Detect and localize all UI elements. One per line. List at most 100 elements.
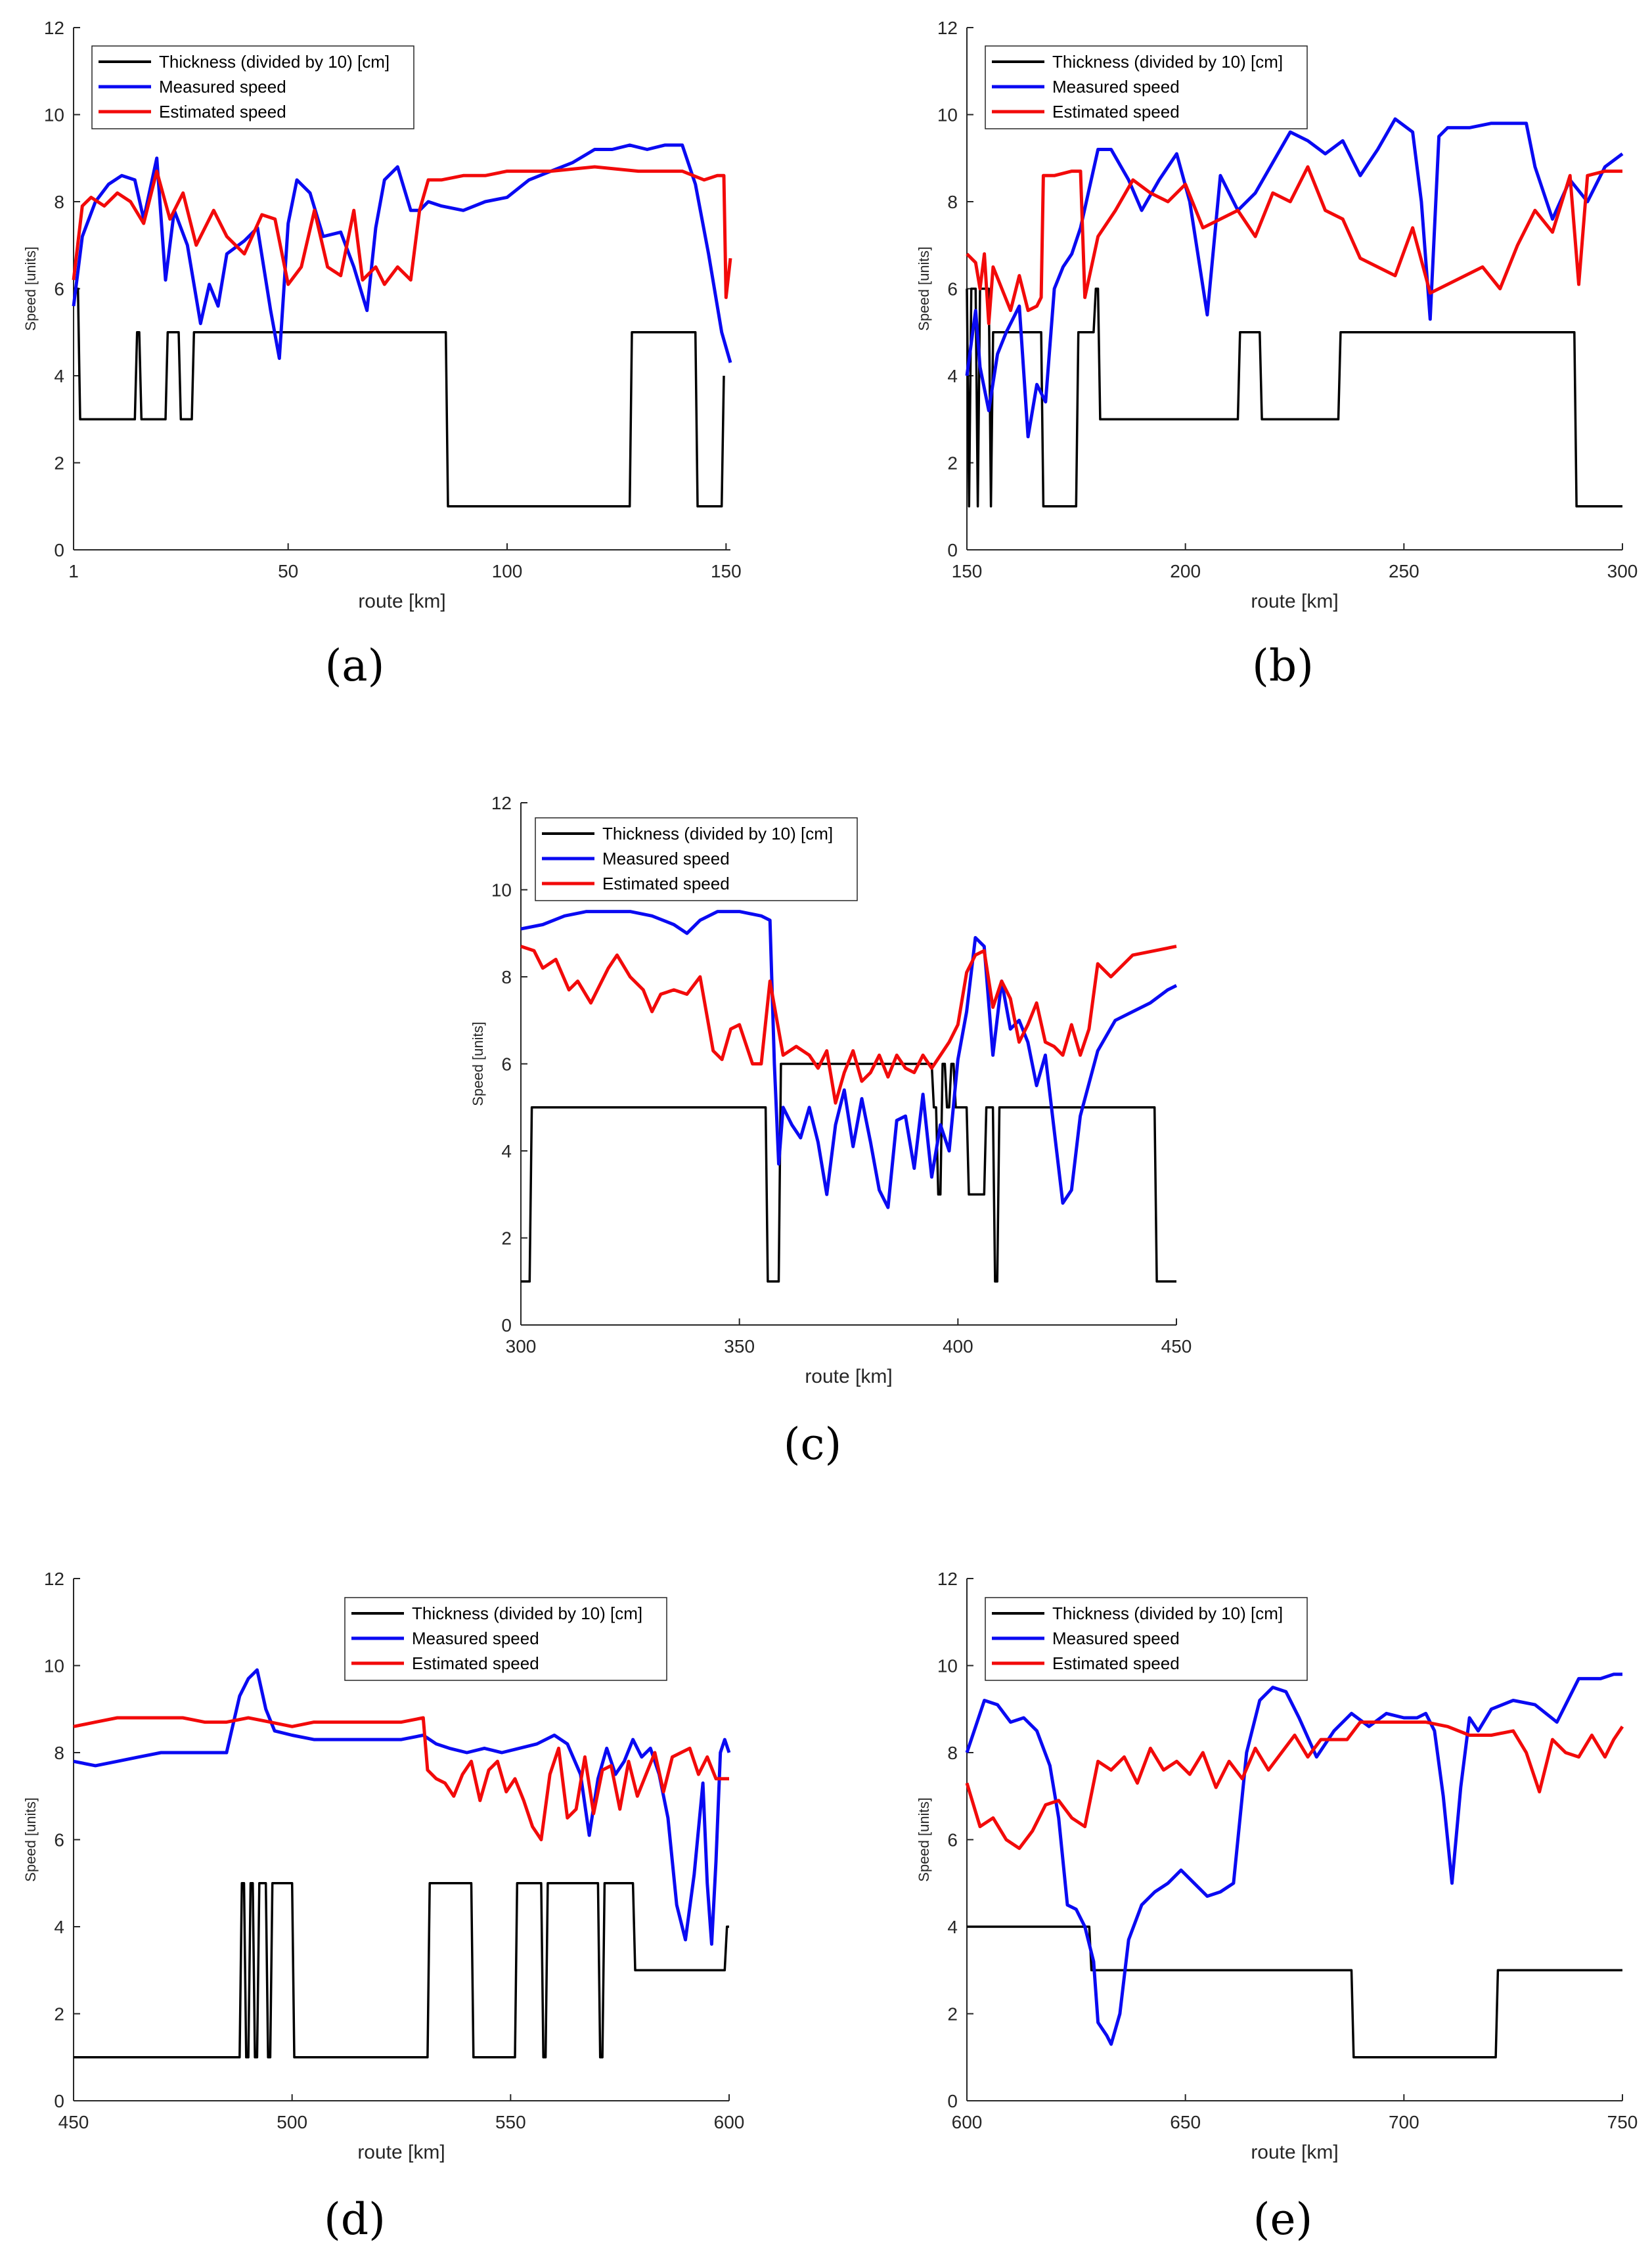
x-tick-label: 150 <box>711 561 742 581</box>
y-tick-label: 10 <box>44 105 64 125</box>
legend-label-measured: Measured speed <box>412 1628 539 1648</box>
series-thickness <box>521 1062 1176 1283</box>
y-tick-label: 8 <box>947 1743 958 1763</box>
y-tick-label: 0 <box>947 540 958 560</box>
x-tick-label: 350 <box>724 1336 755 1357</box>
caption-c: (c) <box>783 1419 842 1469</box>
caption-d: (d) <box>324 2194 386 2245</box>
x-tick-label: 750 <box>1607 2112 1638 2132</box>
legend-label-thickness: Thickness (divided by 10) [cm] <box>1052 52 1283 72</box>
legend-label-thickness: Thickness (divided by 10) [cm] <box>159 52 390 72</box>
y-tick-label: 8 <box>947 192 958 212</box>
y-tick-label: 8 <box>54 1743 64 1763</box>
y-tick-label: 10 <box>937 105 958 125</box>
chart-b: 0 2 4 6 8 10 12 150 200 250 300 route [km] Speed [un… <box>916 18 1638 612</box>
series-estimated <box>966 165 1622 325</box>
chart-d: 0 2 4 6 8 10 12 450 500 550 600 route [km] Speed [un… <box>22 1569 744 2163</box>
x-tick-label: 450 <box>1161 1336 1192 1357</box>
series-estimated <box>73 1716 729 1841</box>
legend-label-measured: Measured speed <box>159 77 286 97</box>
y-tick-label: 8 <box>54 192 64 212</box>
y-tick-label: 2 <box>947 453 958 474</box>
series-thickness <box>74 287 725 508</box>
y-tick-label: 4 <box>947 366 958 386</box>
series-estimated <box>520 945 1177 1105</box>
y-tick-label: 2 <box>947 2004 958 2025</box>
series-estimated <box>965 1720 1624 1850</box>
y-tick-label: 4 <box>54 1917 64 1937</box>
x-tick-label: 500 <box>277 2112 307 2132</box>
legend-label-estimated: Estimated speed <box>1052 102 1180 122</box>
series-measured <box>520 910 1178 1209</box>
series-thickness <box>966 287 1622 508</box>
legend: Thickness (divided by 10) [cm] Measured s… <box>985 1597 1308 1681</box>
y-axis-label: Speed [units] <box>22 246 39 330</box>
caption-e: (e) <box>1253 2194 1313 2245</box>
y-tick-label: 10 <box>937 1656 958 1676</box>
y-tick-label: 2 <box>501 1228 512 1249</box>
x-tick-label: 250 <box>1389 561 1419 581</box>
y-tick-label: 0 <box>54 540 64 560</box>
y-tick-label: 6 <box>947 279 958 300</box>
y-axis-label: Speed [units] <box>916 246 932 330</box>
series-measured <box>73 1668 731 1946</box>
legend-label-thickness: Thickness (divided by 10) [cm] <box>602 824 833 843</box>
y-tick-label: 4 <box>947 1917 958 1937</box>
x-axis-label: route [km] <box>1251 591 1338 612</box>
x-tick-label: 200 <box>1170 561 1201 581</box>
x-tick-label: 400 <box>943 1336 973 1357</box>
series-measured <box>965 1672 1622 2046</box>
y-axis-label: Speed [units] <box>916 1797 932 1881</box>
chart-e: 0 2 4 6 8 10 12 600 650 700 750 route [km] Speed [un… <box>916 1569 1638 2163</box>
chart-c: 0 2 4 6 8 10 12 300 350 400 450 route [km] Speed [un… <box>470 793 1192 1387</box>
x-tick-label: 600 <box>714 2112 745 2132</box>
legend-label-thickness: Thickness (divided by 10) [cm] <box>1052 1603 1283 1623</box>
caption-a: (a) <box>324 640 385 691</box>
legend: Thickness (divided by 10) [cm] Measured s… <box>535 817 858 901</box>
x-axis-label: route [km] <box>357 2142 445 2163</box>
y-tick-label: 8 <box>501 967 512 987</box>
x-tick-label: 1 <box>68 561 79 581</box>
y-tick-label: 12 <box>491 793 512 813</box>
y-tick-label: 10 <box>44 1656 64 1676</box>
legend-label-estimated: Estimated speed <box>159 102 286 122</box>
series-measured <box>965 117 1624 439</box>
y-tick-label: 0 <box>54 2091 64 2111</box>
legend-label-thickness: Thickness (divided by 10) [cm] <box>412 1603 642 1623</box>
y-tick-label: 12 <box>937 1569 958 1589</box>
x-tick-label: 600 <box>952 2112 983 2132</box>
y-tick-label: 4 <box>54 366 64 386</box>
y-tick-label: 6 <box>54 1830 64 1850</box>
y-axis-label: Speed [units] <box>470 1021 486 1106</box>
x-tick-label: 300 <box>506 1336 537 1357</box>
legend-label-measured: Measured speed <box>1052 1628 1180 1648</box>
y-axis-label: Speed [units] <box>22 1797 39 1881</box>
x-axis-label: route [km] <box>358 591 445 612</box>
series-measured <box>72 143 732 363</box>
series-thickness <box>74 1882 729 2059</box>
x-tick-label: 300 <box>1607 561 1638 581</box>
x-axis-label: route [km] <box>805 1366 892 1387</box>
x-tick-label: 100 <box>492 561 523 581</box>
legend-label-estimated: Estimated speed <box>602 874 730 893</box>
x-tick-label: 700 <box>1389 2112 1419 2132</box>
legend: Thickness (divided by 10) [cm] Measured s… <box>985 45 1308 129</box>
y-tick-label: 6 <box>947 1830 958 1850</box>
legend-label-measured: Measured speed <box>1052 77 1180 97</box>
legend-label-measured: Measured speed <box>602 849 730 868</box>
y-tick-label: 4 <box>501 1141 512 1161</box>
x-tick-label: 550 <box>495 2112 526 2132</box>
y-tick-label: 12 <box>44 1569 64 1589</box>
x-tick-label: 450 <box>58 2112 89 2132</box>
legend-label-estimated: Estimated speed <box>412 1653 539 1673</box>
y-tick-label: 6 <box>501 1054 512 1075</box>
legend: Thickness (divided by 10) [cm] Measured s… <box>344 1597 667 1681</box>
y-tick-label: 12 <box>44 18 64 38</box>
y-tick-label: 0 <box>947 2091 958 2111</box>
caption-b: (b) <box>1252 640 1314 691</box>
x-axis-label: route [km] <box>1251 2142 1338 2163</box>
y-tick-label: 0 <box>501 1315 512 1335</box>
y-tick-label: 6 <box>54 279 64 300</box>
